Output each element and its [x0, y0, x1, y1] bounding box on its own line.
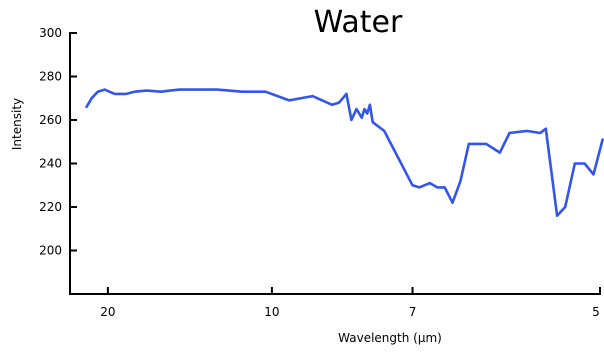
y-axis-label: Intensity — [10, 98, 24, 150]
chart-title: Water — [314, 5, 403, 40]
x-tick-label: 7 — [409, 305, 417, 319]
x-tick-label: 20 — [100, 305, 115, 319]
series-line-0 — [85, 88, 604, 217]
y-axis: 200 220 240 260 280 300 — [39, 26, 77, 295]
series-layer — [85, 88, 604, 217]
y-tick-label: 200 — [39, 244, 62, 258]
y-tick-label: 260 — [39, 113, 62, 127]
x-tick-label: 10 — [264, 305, 279, 319]
y-tick-label: 240 — [39, 157, 62, 171]
x-tick-label: 5 — [592, 305, 600, 319]
y-tick-label: 280 — [39, 70, 62, 84]
y-tick-label: 300 — [39, 26, 62, 40]
x-axis: 20 10 7 5 — [69, 287, 601, 319]
y-tick-label: 220 — [39, 200, 62, 214]
x-axis-label: Wavelength (µm) — [338, 331, 442, 345]
